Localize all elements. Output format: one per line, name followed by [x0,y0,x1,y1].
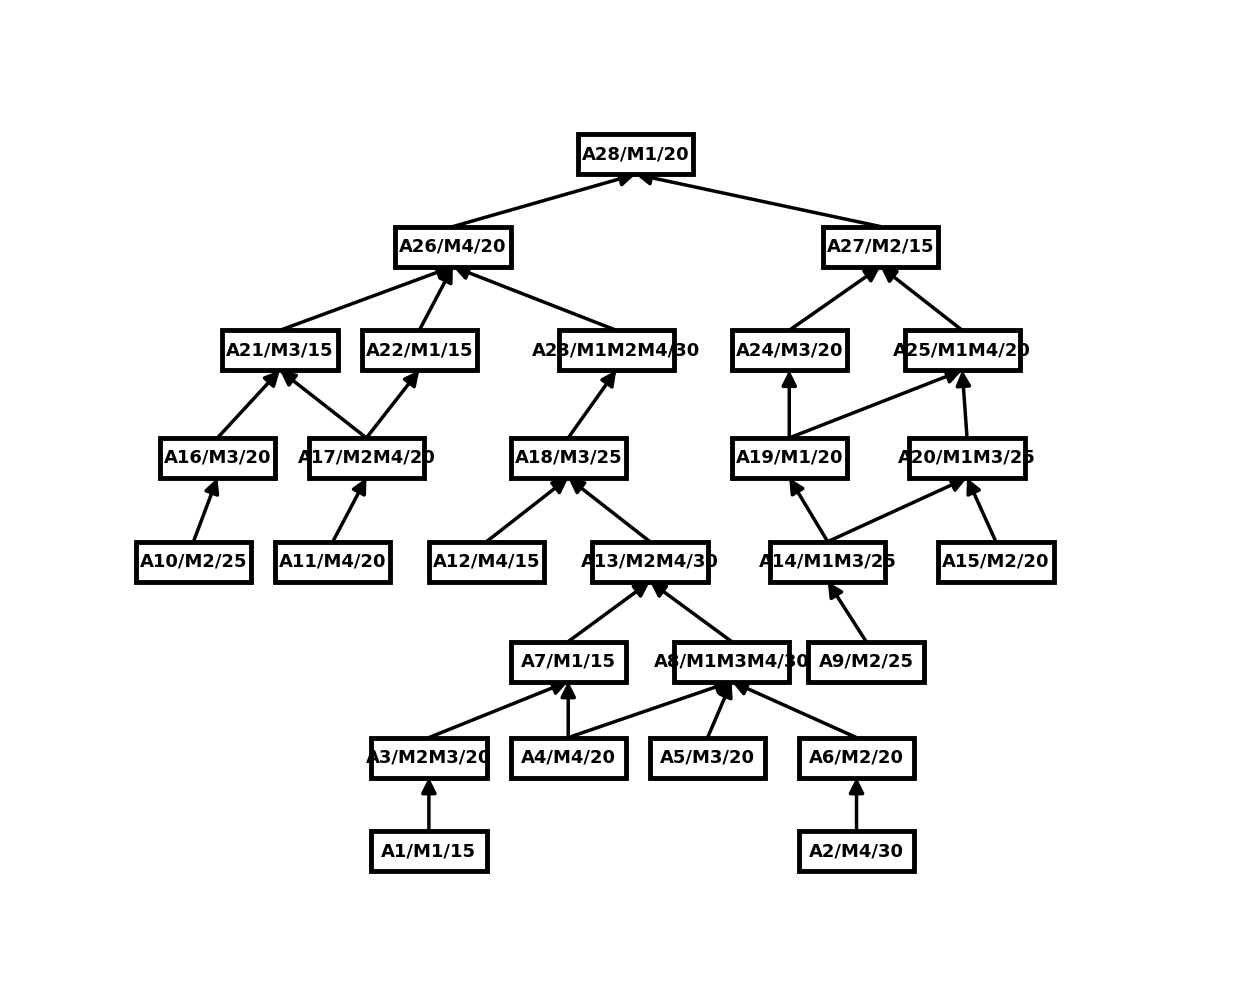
FancyBboxPatch shape [511,642,626,682]
Text: A18/M3/25: A18/M3/25 [515,449,622,467]
FancyBboxPatch shape [905,330,1019,370]
FancyBboxPatch shape [939,542,1054,582]
Text: A7/M1/15: A7/M1/15 [521,653,616,671]
Text: A3/M2M3/20: A3/M2M3/20 [366,748,491,766]
FancyBboxPatch shape [578,135,693,175]
FancyBboxPatch shape [799,738,914,777]
FancyBboxPatch shape [909,438,1024,478]
FancyBboxPatch shape [396,227,511,266]
FancyBboxPatch shape [371,831,486,871]
Text: A6/M2/20: A6/M2/20 [808,748,904,766]
Text: A26/M4/20: A26/M4/20 [399,238,507,255]
Text: A4/M4/20: A4/M4/20 [521,748,616,766]
Text: A20/M1M3/25: A20/M1M3/25 [898,449,1035,467]
FancyBboxPatch shape [511,438,626,478]
Text: A21/M3/15: A21/M3/15 [226,341,334,359]
Text: A12/M4/15: A12/M4/15 [433,553,541,571]
FancyBboxPatch shape [429,542,544,582]
Text: A25/M1M4/20: A25/M1M4/20 [893,341,1032,359]
FancyBboxPatch shape [136,542,250,582]
FancyBboxPatch shape [275,542,391,582]
Text: A10/M2/25: A10/M2/25 [140,553,247,571]
FancyBboxPatch shape [732,438,847,478]
Text: A13/M2M4/30: A13/M2M4/30 [582,553,719,571]
Text: A11/M4/20: A11/M4/20 [279,553,387,571]
Text: A22/M1/15: A22/M1/15 [366,341,472,359]
FancyBboxPatch shape [823,227,939,266]
Text: A15/M2/20: A15/M2/20 [942,553,1049,571]
Text: A24/M3/20: A24/M3/20 [735,341,843,359]
Text: A19/M1/20: A19/M1/20 [735,449,843,467]
FancyBboxPatch shape [511,738,626,777]
FancyBboxPatch shape [732,330,847,370]
Text: A28/M1/20: A28/M1/20 [582,146,689,164]
FancyBboxPatch shape [593,542,708,582]
Text: A23/M1M2M4/30: A23/M1M2M4/30 [532,341,701,359]
Text: A9/M2/25: A9/M2/25 [818,653,914,671]
FancyBboxPatch shape [808,642,924,682]
FancyBboxPatch shape [362,330,477,370]
Text: A8/M1M3M4/30: A8/M1M3M4/30 [653,653,810,671]
FancyBboxPatch shape [650,738,765,777]
FancyBboxPatch shape [222,330,337,370]
Text: A14/M1M3/25: A14/M1M3/25 [759,553,897,571]
FancyBboxPatch shape [770,542,885,582]
Text: A27/M2/15: A27/M2/15 [827,238,934,255]
Text: A5/M3/20: A5/M3/20 [660,748,755,766]
Text: A2/M4/30: A2/M4/30 [808,842,904,860]
Text: A17/M2M4/20: A17/M2M4/20 [298,449,435,467]
FancyBboxPatch shape [558,330,675,370]
FancyBboxPatch shape [371,738,486,777]
Text: A1/M1/15: A1/M1/15 [382,842,476,860]
FancyBboxPatch shape [160,438,275,478]
FancyBboxPatch shape [309,438,424,478]
FancyBboxPatch shape [675,642,789,682]
Text: A16/M3/20: A16/M3/20 [164,449,272,467]
FancyBboxPatch shape [799,831,914,871]
